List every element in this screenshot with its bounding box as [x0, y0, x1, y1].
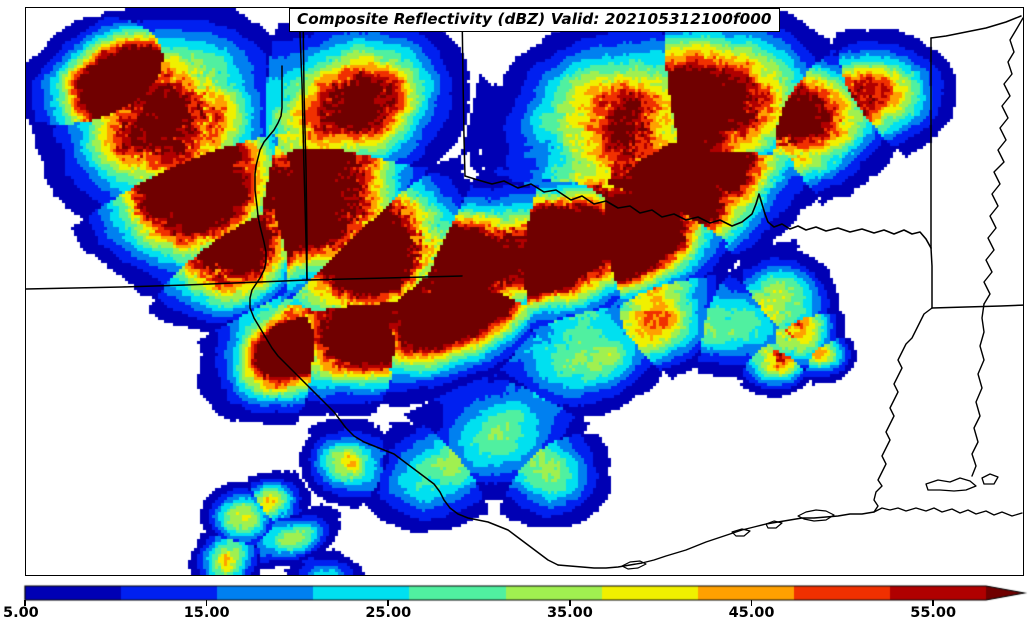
map-title-box: Composite Reflectivity (dBZ) Valid: 2021… [289, 8, 780, 32]
colorbar-tick [205, 600, 208, 606]
colorbar[interactable]: 5.00 15.00 25.00 35.00 45.00 55.00 [0, 579, 1033, 633]
boundary-path [930, 247, 933, 309]
colorbar-tick-label: 5.00 [3, 605, 39, 621]
boundary-path [26, 279, 308, 290]
geographic-boundaries-layer [26, 8, 1023, 570]
boundary-path [306, 275, 463, 281]
boundary-path [931, 304, 1023, 309]
boundary-path [981, 473, 999, 485]
boundary-path [971, 303, 985, 477]
radar-reflectivity-layer [26, 8, 1023, 575]
boundary-path [873, 307, 933, 513]
colorbar-tick [569, 600, 571, 606]
boundary-path [731, 528, 751, 537]
boundary-path [873, 507, 1023, 517]
boundary-path [930, 15, 1022, 39]
colorbar-tick-label: 55.00 [910, 605, 957, 621]
colorbar-tick [387, 600, 390, 606]
boundary-path [621, 560, 647, 570]
boundary-path [249, 65, 559, 566]
boundary-path [461, 8, 466, 177]
colorbar-tick [932, 600, 934, 606]
colorbar-tick-label: 25.00 [365, 605, 412, 621]
colorbar-gradient [0, 579, 1033, 603]
boundary-path [925, 477, 977, 492]
boundary-path [765, 520, 783, 529]
boundary-path [464, 175, 932, 249]
map-panel[interactable] [25, 7, 1024, 576]
boundary-path [983, 17, 1023, 305]
boundary-path [302, 8, 308, 281]
colorbar-tick [750, 600, 753, 606]
colorbar-tick-label: 15.00 [183, 605, 230, 621]
colorbar-tick-label: 35.00 [546, 605, 593, 621]
boundary-path [557, 511, 875, 569]
boundary-path [797, 509, 835, 522]
page-title: Composite Reflectivity (dBZ) Valid: 2021… [297, 10, 772, 28]
colorbar-tick [24, 600, 26, 606]
colorbar-tick-label: 45.00 [728, 605, 775, 621]
colorbar-tick-labels: 5.00 15.00 25.00 35.00 45.00 55.00 [0, 579, 1033, 621]
